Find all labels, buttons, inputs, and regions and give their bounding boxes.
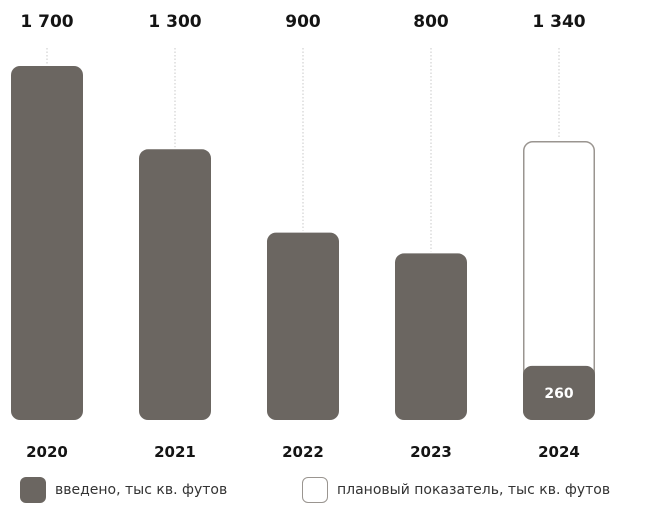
category-label-2021: 2021 [154,443,196,461]
bars [11,66,595,421]
category-labels: 2020 2021 2022 2023 2024 [26,443,580,461]
bar-2024 [523,365,595,420]
legend-swatch-outlined [302,477,328,503]
category-label-2020: 2020 [26,443,68,461]
inner-value-labels: 260 [544,386,573,402]
category-label-2023: 2023 [410,443,452,461]
category-label-2022: 2022 [282,443,324,461]
legend: введено, тыс кв. футов плановый показате… [0,470,664,510]
bar-2023 [395,253,467,420]
bar-2020 [11,66,83,420]
category-label-2024: 2024 [538,443,580,461]
value-label-2024: 1 340 [532,12,585,32]
legend-item-filled: введено, тыс кв. футов [20,470,227,510]
value-labels: 1 700 1 300 900 800 1 340 [20,12,585,32]
bar-chart: 1 700 1 300 900 800 1 340 260 2020 2021 2022 20… [11,12,595,461]
legend-label-filled: введено, тыс кв. футов [55,482,228,498]
bar-2022 [267,232,339,420]
value-label-2023: 800 [413,12,449,32]
value-label-2021: 1 300 [148,12,201,32]
legend-swatch-filled [20,477,46,503]
inner-value-label-2024: 260 [544,386,573,402]
value-label-2020: 1 700 [20,12,73,32]
legend-item-outlined: плановый показатель, тыс кв. футов [302,470,610,510]
value-label-2022: 900 [285,12,321,32]
legend-label-outlined: плановый показатель, тыс кв. футов [337,482,611,498]
leader-lines [46,48,560,252]
bar-2021 [139,149,211,420]
